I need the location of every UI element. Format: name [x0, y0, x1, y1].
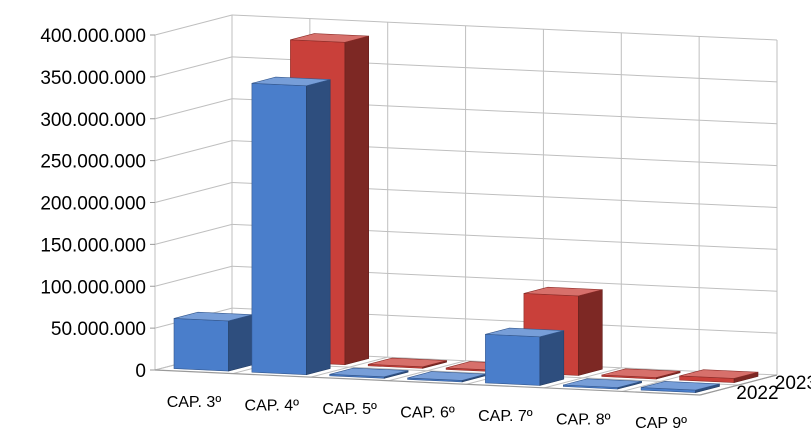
x-tick-label: CAP 9º	[635, 415, 687, 430]
bar-2022-2	[251, 76, 331, 376]
y-tick-label: 200.000.000	[40, 194, 146, 215]
side-wall-gridline	[154, 98, 233, 120]
bar-front-face	[485, 333, 541, 386]
back-wall-gridline	[231, 14, 778, 41]
bar-2023-3	[367, 357, 447, 369]
bar-2022-5	[485, 327, 565, 386]
y-tick-label: 250.000.000	[40, 152, 146, 173]
bar-top-face	[601, 368, 681, 378]
chart-bars	[173, 33, 759, 393]
x-tick-label: CAP. 6º	[400, 405, 455, 422]
bar-2022-7	[640, 381, 720, 393]
bar-top-face	[251, 76, 331, 87]
bar-2022-1	[173, 311, 253, 372]
bar-top-face	[290, 33, 369, 43]
y-tick-label: 150.000.000	[40, 235, 146, 256]
x-tick-label: CAP. 4º	[245, 397, 300, 414]
bar-front-face	[251, 82, 307, 376]
chart-labels: 0 50.000.000 100.000.000 150.000.000 200.000…	[40, 26, 811, 430]
bar-top-face	[563, 378, 642, 388]
bar-side-face	[539, 330, 565, 386]
series-axis-label: 2023	[775, 373, 811, 394]
x-tick-label: CAP. 3º	[167, 394, 222, 411]
bar-2023-6	[601, 368, 681, 380]
side-wall-gridline	[154, 140, 233, 162]
bar-side-face	[344, 35, 370, 366]
bar-side-face	[306, 79, 331, 376]
bar-top-face	[641, 381, 720, 391]
bar-side-face	[578, 289, 603, 376]
bar-2022-6	[562, 378, 642, 390]
side-wall-gridline	[154, 182, 233, 203]
x-tick-label: CAP. 5º	[322, 401, 377, 418]
bar-top-face	[329, 367, 409, 378]
y-tick-label: 300.000.000	[40, 110, 146, 131]
y-tick-label: 0	[135, 361, 146, 382]
side-wall-gridline	[154, 56, 233, 78]
bar-2022-3	[329, 367, 409, 379]
x-tick-label: CAP. 7º	[478, 408, 533, 425]
bar-top-face	[523, 286, 603, 297]
x-tick-label: CAP. 8º	[556, 412, 611, 429]
bar-2023-7	[679, 369, 759, 383]
bar-side-face	[228, 314, 253, 372]
series-axis-line	[699, 374, 778, 396]
series-axis-label: 2022	[736, 383, 778, 404]
side-wall-gridline	[154, 14, 233, 36]
category-axis-line	[154, 369, 701, 396]
bar-front-face	[173, 318, 229, 372]
bar-top-face	[485, 327, 564, 338]
bar-top-face	[679, 369, 759, 379]
side-wall-gridline	[154, 223, 233, 245]
bar-top-face	[368, 357, 447, 368]
y-tick-label: 100.000.000	[40, 277, 146, 298]
side-wall-gridline	[154, 265, 233, 287]
y-tick-label: 350.000.000	[40, 68, 146, 89]
y-tick-label: 50.000.000	[51, 319, 146, 340]
y-tick-label: 400.000.000	[40, 26, 146, 47]
